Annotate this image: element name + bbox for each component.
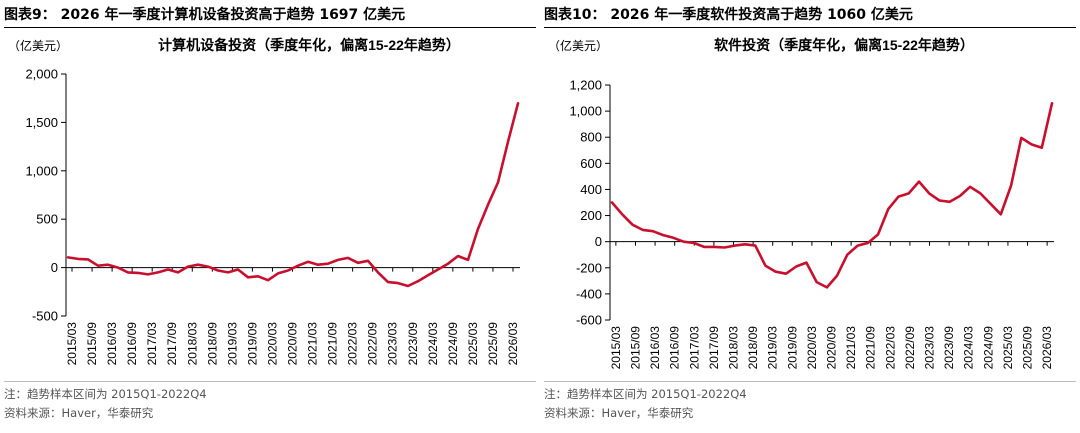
x-tick-label: 2020/03	[805, 326, 819, 370]
x-tick-label: 2025/09	[486, 322, 500, 366]
y-axis-unit-label: （亿美元）	[8, 38, 68, 53]
y-tick-label: 400	[580, 182, 602, 197]
x-tick-label: 2019/03	[766, 326, 780, 370]
series-line	[610, 102, 1054, 289]
x-tick-label: 2022/09	[366, 322, 380, 366]
x-tick-label: 2021/09	[864, 326, 878, 370]
x-tick-label: 2026/03	[506, 322, 520, 366]
x-tick-label: 2017/09	[165, 322, 179, 366]
x-tick-label: 2024/03	[962, 326, 976, 370]
notes: 注：趋势样本区间为 2015Q1-2022Q4 资料来源：Haver，华泰研究	[544, 381, 1076, 433]
series-line	[66, 102, 520, 288]
x-tick-label: 2021/09	[326, 322, 340, 366]
x-tick-label: 2023/09	[942, 326, 956, 370]
note-text: 注：趋势样本区间为 2015Q1-2022Q4	[544, 387, 747, 401]
x-tick-label: 2018/09	[205, 322, 219, 366]
x-tick-label: 2023/03	[923, 326, 937, 370]
x-tick-label: 2021/03	[306, 322, 320, 366]
figure-title: 图表10： 2026 年一季度软件投资高于趋势 1060 亿美元	[544, 3, 1076, 28]
x-tick-label: 2023/09	[406, 322, 420, 366]
x-tick-label: 2020/03	[265, 322, 279, 366]
y-tick-label: -500	[32, 309, 58, 324]
x-tick-label: 2024/09	[446, 322, 460, 366]
x-tick-label: 2017/03	[687, 326, 701, 370]
x-tick-label: 2024/09	[981, 326, 995, 370]
figure-title: 图表9： 2026 年一季度计算机设备投资高于趋势 1697 亿美元	[4, 3, 536, 28]
source-text: 资料来源：Haver，华泰研究	[4, 406, 154, 420]
y-tick-label: -600	[576, 313, 602, 328]
x-tick-label: 2019/09	[785, 326, 799, 370]
x-tick-label: 2023/03	[386, 322, 400, 366]
y-tick-label: 0	[595, 234, 602, 249]
panel-software: 图表10： 2026 年一季度软件投资高于趋势 1060 亿美元 （亿美元） 软…	[544, 0, 1076, 433]
y-tick-label: 1,200	[569, 78, 602, 93]
x-tick-label: 2021/03	[844, 326, 858, 370]
y-tick-label: 1,500	[25, 115, 58, 130]
y-tick-label: 500	[36, 212, 58, 227]
x-tick-label: 2024/03	[426, 322, 440, 366]
chart-software: （亿美元） 软件投资（季度年化，偏离15-22年趋势） -600 -400 -200…	[548, 37, 1054, 370]
x-tick-label: 2025/03	[1001, 326, 1015, 370]
chart-title: 计算机设备投资（季度年化，偏离15-22年趋势）	[158, 37, 460, 53]
x-tick-label: 2019/03	[225, 322, 239, 366]
x-tick-label: 2025/09	[1021, 326, 1035, 370]
y-tick-label: 200	[580, 208, 602, 223]
x-tick-label: 2018/03	[185, 322, 199, 366]
x-tick-label: 2018/03	[726, 326, 740, 370]
x-tick-label: 2026/03	[1040, 326, 1054, 370]
x-tick-label: 2025/03	[466, 322, 480, 366]
x-tick-label: 2022/03	[346, 322, 360, 366]
y-tick-label: 1,000	[25, 163, 58, 178]
x-tick-label: 2015/03	[609, 326, 623, 370]
x-tick-label: 2020/09	[825, 326, 839, 370]
x-tick-label: 2019/09	[245, 322, 259, 366]
x-tick-label: 2016/09	[125, 322, 139, 366]
y-tick-label: 2,000	[25, 67, 58, 82]
note-text: 注：趋势样本区间为 2015Q1-2022Q4	[4, 387, 207, 401]
x-tick-label: 2018/09	[746, 326, 760, 370]
chart-title: 软件投资（季度年化，偏离15-22年趋势）	[714, 37, 974, 53]
chart-computer-equipment: （亿美元） 计算机设备投资（季度年化，偏离15-22年趋势） -500 0 500 1…	[8, 37, 520, 366]
y-tick-label: 800	[580, 130, 602, 145]
x-tick-label: 2016/09	[668, 326, 682, 370]
x-tick-label: 2020/09	[285, 322, 299, 366]
x-tick-label: 2015/03	[65, 322, 79, 366]
x-tick-label: 2016/03	[105, 322, 119, 366]
y-tick-label: 0	[51, 260, 58, 275]
x-tick-label: 2017/09	[707, 326, 721, 370]
y-tick-label: -400	[576, 286, 602, 301]
x-tick-label: 2015/09	[628, 326, 642, 370]
y-tick-label: -200	[576, 260, 602, 275]
x-tick-label: 2022/09	[903, 326, 917, 370]
x-tick-label: 2016/03	[648, 326, 662, 370]
x-tick-label: 2017/03	[145, 322, 159, 366]
y-axis-unit-label: （亿美元）	[548, 38, 608, 53]
x-tick-label: 2015/09	[85, 322, 99, 366]
source-text: 资料来源：Haver，华泰研究	[544, 406, 694, 420]
y-tick-label: 600	[580, 156, 602, 171]
panel-computer-equipment: 图表9： 2026 年一季度计算机设备投资高于趋势 1697 亿美元 （亿美元）…	[4, 0, 536, 433]
notes: 注：趋势样本区间为 2015Q1-2022Q4 资料来源：Haver，华泰研究	[4, 381, 536, 433]
y-tick-label: 1,000	[569, 104, 602, 119]
x-tick-label: 2022/03	[883, 326, 897, 370]
